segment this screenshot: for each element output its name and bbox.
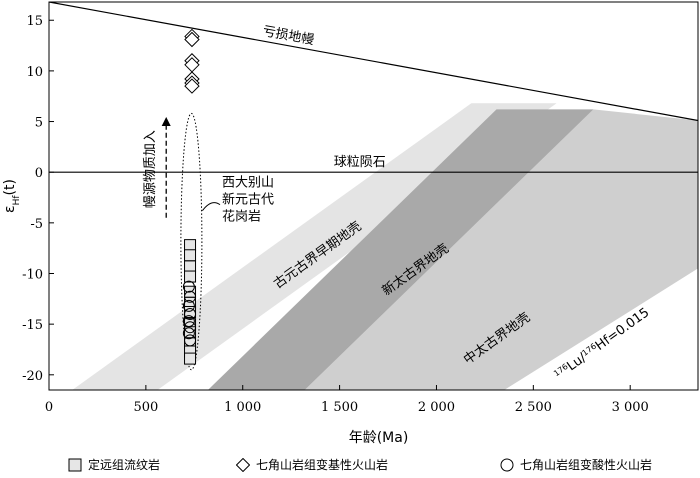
y-tick-label: 0 <box>35 166 43 181</box>
basic-volcanic-point <box>184 31 200 48</box>
legend-label: 七角山岩组变基性火山岩 <box>256 458 389 472</box>
y-tick-label: 10 <box>26 65 43 80</box>
square-marker-icon <box>68 458 82 472</box>
granite-label-line: 西大别山 <box>222 175 274 190</box>
legend-label: 七角山岩组变酸性火山岩 <box>520 458 653 472</box>
acidic-volcanic-point <box>184 334 197 347</box>
plot-frame <box>48 1 699 391</box>
x-tick-label: 0 <box>45 400 53 415</box>
granite-label-line: 花岗岩 <box>222 208 261 224</box>
acidic-volcanic-point <box>182 299 195 312</box>
acidic-volcanic-point <box>182 327 195 340</box>
y-tick-label: 15 <box>26 14 43 29</box>
x-tick-label: 1 500 <box>321 400 358 415</box>
legend: 定远组流纹岩 七角山岩组变基性火山岩 七角山岩组变酸性火山岩 <box>0 452 700 478</box>
granite-leader-line <box>201 202 221 211</box>
rhyolite-point <box>184 260 197 273</box>
legend-label: 定远组流纹岩 <box>88 458 161 472</box>
x-tick-label: 2 000 <box>418 400 455 415</box>
legend-item-acidic-volcanic: 七角山岩组变酸性火山岩 <box>500 456 652 473</box>
y-tick-label: -5 <box>30 217 43 232</box>
x-tick-label: 500 <box>133 400 158 415</box>
mantle-input-label: 幔源物质加入 <box>143 130 158 208</box>
chondrite-label: 球粒陨石 <box>334 155 386 170</box>
rhyolite-point <box>184 239 197 252</box>
acidic-volcanic-point <box>182 280 195 293</box>
x-tick-label: 3 000 <box>612 400 649 415</box>
y-tick-label: 5 <box>35 116 43 131</box>
y-tick-label: -15 <box>22 318 43 333</box>
rhyolite-point <box>184 249 197 262</box>
granite-label-line: 新元古代 <box>222 191 274 207</box>
y-axis-title: εHf(t) <box>2 179 22 213</box>
mesoarchean-crust-band <box>304 109 698 390</box>
basic-volcanic-point <box>184 78 200 94</box>
x-tick-label: 1 000 <box>224 400 261 415</box>
rhyolite-point <box>184 352 197 365</box>
x-tick-label: 2 500 <box>515 400 552 415</box>
depleted-mantle-label: 亏损地幔 <box>261 24 315 48</box>
acidic-volcanic-point <box>182 315 195 328</box>
legend-item-rhyolite: 定远组流纹岩 <box>68 456 160 473</box>
neoarchean-crust-band <box>207 109 594 390</box>
rhyolite-point <box>184 270 197 283</box>
y-tick-label: -20 <box>22 369 43 384</box>
legend-item-basic-volcanic: 七角山岩组变基性火山岩 <box>235 456 389 473</box>
reference-lines <box>49 2 698 173</box>
acidic-volcanic-point <box>184 308 197 321</box>
depleted-mantle-line <box>49 2 698 122</box>
granite-field-ellipse <box>180 112 203 371</box>
acidic-volcanic-point <box>184 321 197 334</box>
circle-marker-icon <box>500 458 514 472</box>
diamond-marker-icon <box>235 457 251 472</box>
x-axis-title: 年龄(Ma) <box>349 430 409 446</box>
axes: 0 500 1 000 1 500 2 000 2 500 3 000 -20 -15 -10 -5… <box>2 14 649 446</box>
acidic-volcanic-point <box>184 290 197 303</box>
y-tick-label: -10 <box>22 267 43 282</box>
data-points <box>182 28 200 365</box>
